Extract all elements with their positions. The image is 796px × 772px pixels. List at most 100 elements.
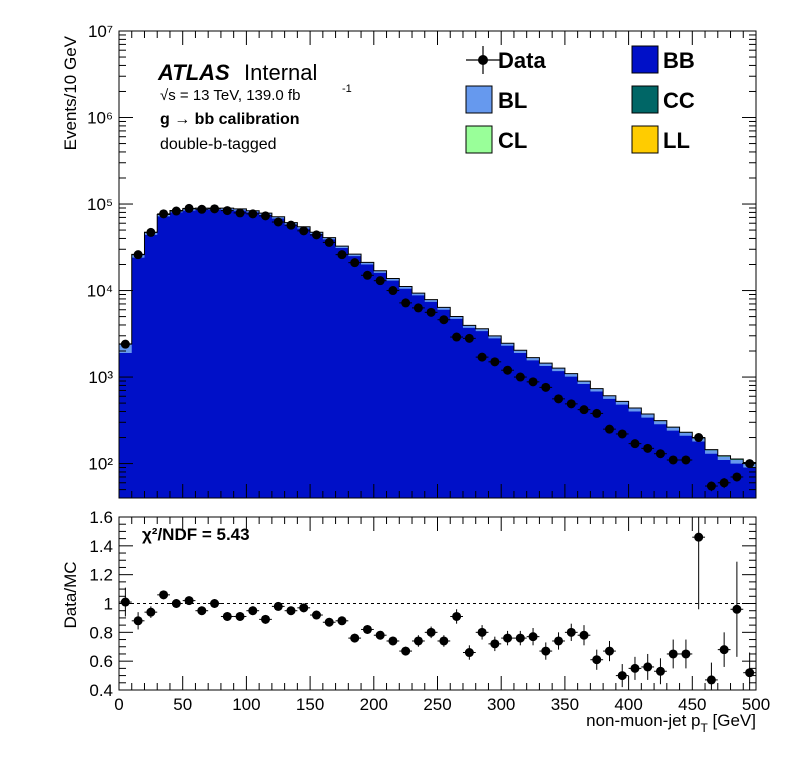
ratio-point <box>628 656 642 680</box>
ratio-point-marker <box>362 624 372 634</box>
ratio-point <box>195 606 209 616</box>
data-point-marker <box>643 443 653 453</box>
ratio-x-tick-label: 400 <box>614 695 642 714</box>
ratio-point <box>208 599 221 608</box>
ratio-point-marker <box>503 633 513 643</box>
ratio-y-tick-label: 1.6 <box>89 508 113 527</box>
upper-y-tick-label: 10⁵ <box>87 195 113 214</box>
data-point-marker <box>235 208 245 218</box>
ratio-point-marker <box>592 655 602 665</box>
energy-label: √s = 13 TeV, 139.0 fb <box>160 87 300 104</box>
data-point-marker <box>706 481 716 491</box>
legend: Data BB BL CC CL LL <box>465 45 695 154</box>
data-point <box>399 298 413 308</box>
data-point <box>552 394 565 404</box>
ratio-point <box>119 587 132 617</box>
ratio-point <box>450 609 463 624</box>
data-point <box>284 220 298 230</box>
ratio-point-marker <box>490 639 500 649</box>
atlas-label: ATLAS <box>157 60 230 85</box>
data-point-marker <box>362 270 372 280</box>
data-point-marker <box>184 203 194 213</box>
calibration-label: g → bb calibration <box>160 111 300 128</box>
ratio-point-marker <box>655 666 665 676</box>
data-point-marker <box>566 399 576 409</box>
data-point-marker <box>388 286 398 296</box>
upper-y-axis-title: Events/10 GeV <box>61 35 80 150</box>
data-point <box>157 209 170 219</box>
data-point-marker <box>273 217 283 227</box>
data-point <box>220 206 234 216</box>
data-point <box>335 250 349 260</box>
ratio-point <box>654 658 667 685</box>
ratio-point <box>169 599 183 608</box>
upper-y-tick-label: 10³ <box>88 368 113 387</box>
data-point <box>271 217 285 227</box>
data-point-marker <box>477 352 487 362</box>
data-point-marker <box>579 405 589 415</box>
data-point-marker <box>503 365 513 375</box>
ratio-point-marker <box>719 645 729 655</box>
ratio-point <box>131 612 145 630</box>
ratio-y-tick-label: 0.4 <box>89 681 113 700</box>
data-point <box>119 339 132 349</box>
ratio-point <box>513 630 527 646</box>
ratio-point <box>182 596 196 606</box>
ratio-point-marker <box>261 614 271 624</box>
x-axis-title: non-muon-jet pT [GeV] <box>586 711 756 735</box>
data-point-marker <box>528 377 538 387</box>
ratio-point-marker <box>197 606 207 616</box>
data-point <box>603 424 616 434</box>
ratio-point <box>539 642 553 660</box>
legend-label-ll: LL <box>663 128 690 153</box>
legend-swatch-ll <box>631 125 659 154</box>
data-point-marker <box>617 429 627 439</box>
ratio-point-marker <box>617 671 627 681</box>
selection-label: double-b-tagged <box>160 136 277 153</box>
data-points <box>119 203 756 492</box>
data-point-marker <box>655 449 665 459</box>
data-point-marker <box>554 394 564 404</box>
data-point <box>373 276 387 286</box>
legend-label-cl: CL <box>498 128 527 153</box>
data-point-marker <box>439 315 449 325</box>
data-point-marker <box>401 298 411 308</box>
data-point <box>297 226 311 236</box>
ratio-point-marker <box>566 627 576 637</box>
data-point-marker <box>719 478 729 488</box>
ratio-x-tick-label: 300 <box>487 695 515 714</box>
data-point <box>424 307 438 317</box>
ratio-point-marker <box>541 646 551 656</box>
ratio-point-marker <box>299 603 309 613</box>
ratio-point-marker <box>579 630 589 640</box>
legend-swatch-bl <box>465 85 493 114</box>
ratio-point <box>424 626 438 639</box>
ratio-point-marker <box>464 648 474 658</box>
ratio-point <box>666 639 680 669</box>
ratio-point-marker <box>375 630 385 640</box>
ratio-point <box>590 649 604 670</box>
legend-data-marker <box>478 55 488 65</box>
ratio-point <box>284 606 298 616</box>
ratio-point <box>552 632 565 650</box>
stack-bb <box>119 209 756 498</box>
data-point <box>564 399 578 409</box>
ratio-point <box>437 635 451 647</box>
ratio-point-marker <box>452 611 462 621</box>
data-point <box>195 204 209 214</box>
data-point-marker <box>681 455 691 465</box>
legend-entry-bb: BB <box>631 45 695 74</box>
data-point-marker <box>630 439 640 449</box>
ratio-point-marker <box>706 675 716 685</box>
ratio-y-tick-label: 1 <box>104 595 113 614</box>
ratio-x-tick-label: 450 <box>678 695 706 714</box>
data-point-marker <box>452 332 462 342</box>
data-point-marker <box>299 226 309 236</box>
data-point-marker <box>732 472 742 482</box>
ratio-x-tick-label: 200 <box>360 695 388 714</box>
data-point-marker <box>261 211 271 221</box>
data-point-marker <box>133 250 143 260</box>
ratio-point-marker <box>222 611 232 621</box>
ratio-point-marker <box>133 616 143 626</box>
